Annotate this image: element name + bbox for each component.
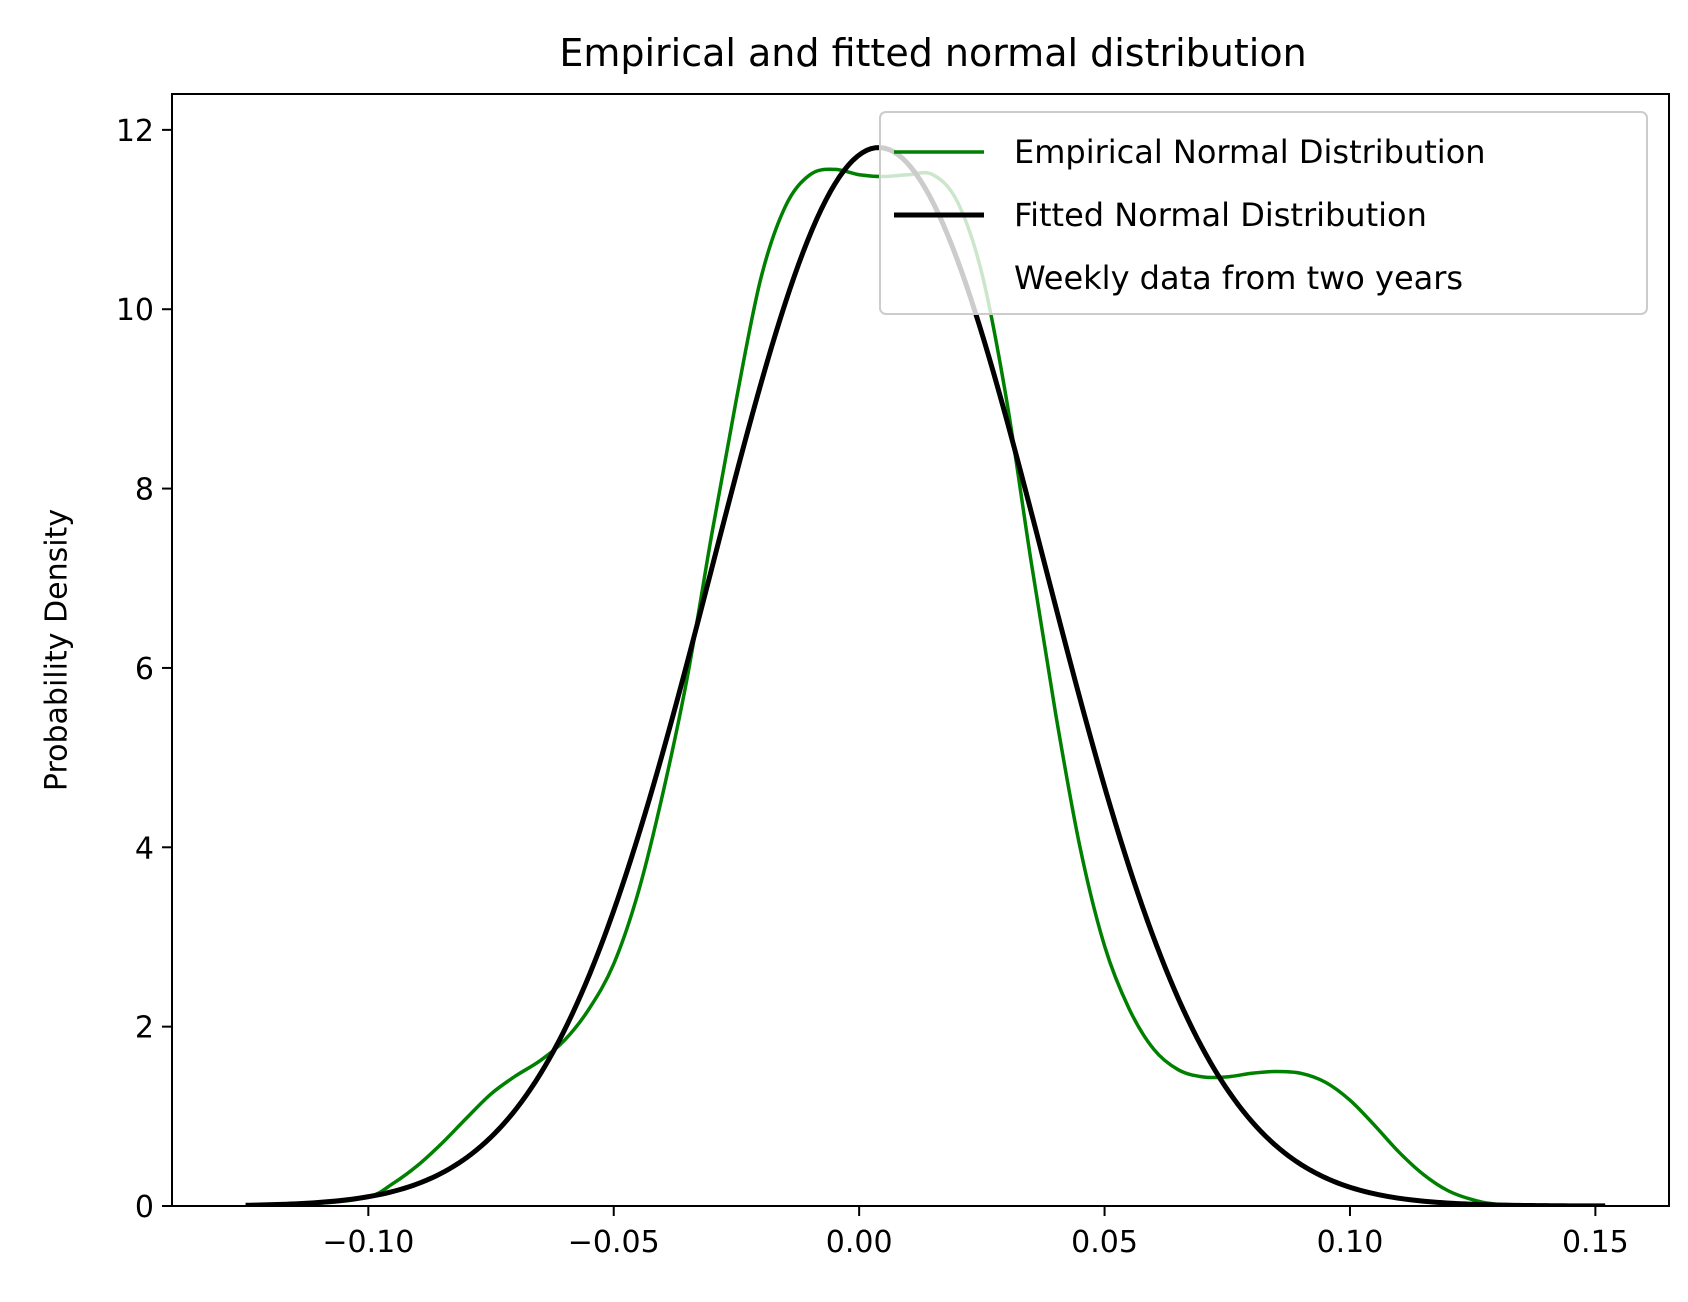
y-tick-label: 10	[116, 293, 154, 328]
legend-entry: Weekly data from two years	[1014, 259, 1463, 297]
y-tick-label: 2	[135, 1011, 154, 1046]
y-tick-label: 12	[116, 114, 154, 149]
legend-box	[879, 111, 1648, 315]
x-tick-label: 0.15	[1562, 1225, 1629, 1260]
axes-frame	[171, 93, 1670, 1207]
y-tick-label: 4	[135, 831, 154, 866]
y-tick-label: 8	[135, 473, 154, 508]
series-line-empirical	[245, 167, 1547, 1206]
x-tick-label: 0.10	[1317, 1225, 1384, 1260]
y-axis-label: Probability Density	[40, 509, 75, 791]
x-tick-label: −0.05	[568, 1225, 660, 1260]
chart-title: Empirical and fitted normal distribution	[559, 31, 1306, 75]
legend-entry: Empirical Normal Distribution	[1014, 133, 1486, 171]
legend-entry: Fitted Normal Distribution	[1014, 196, 1427, 234]
legend: Empirical Normal Distribution Fitted Norm…	[879, 111, 1648, 315]
plot-area: −0.10 −0.05 0.00 0.05 0.10 0.15 0 2 4 6 8 10 12	[116, 93, 1670, 1260]
x-tick-label: 0.00	[826, 1225, 893, 1260]
x-tick-label: 0.05	[1071, 1225, 1138, 1260]
x-tick-label: −0.10	[322, 1225, 414, 1260]
y-tick-label: 0	[135, 1190, 154, 1225]
y-tick-label: 6	[135, 652, 154, 687]
